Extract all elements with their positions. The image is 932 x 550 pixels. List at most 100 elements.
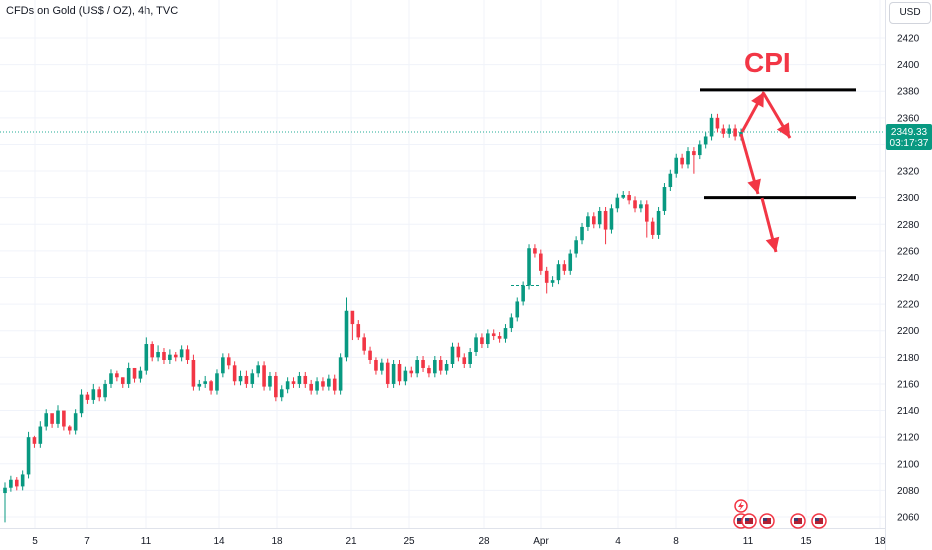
candle-body (444, 363, 449, 371)
candle-body (627, 195, 631, 201)
candle-body (203, 381, 207, 384)
candle-body (150, 344, 154, 358)
candle-body (391, 363, 396, 384)
candle-body (279, 389, 284, 398)
candle-body (550, 280, 555, 283)
y-tick-label: 2320 (897, 167, 920, 178)
candle-body (415, 359, 419, 374)
candle-body (56, 410, 60, 424)
us-flag-event-icon (759, 513, 775, 529)
candle-body (338, 357, 343, 391)
candle-body (309, 383, 313, 391)
x-tick-label: 11 (141, 536, 152, 547)
candle-body (185, 349, 190, 360)
candle-body (238, 375, 243, 382)
candle-body (26, 437, 31, 475)
candle-body (697, 144, 702, 156)
x-tick-label: 21 (345, 536, 357, 547)
candle-body (303, 375, 308, 384)
candle-body (44, 413, 49, 427)
candle-body (344, 310, 349, 358)
candle-body (438, 359, 443, 371)
candle-body (733, 128, 737, 137)
candle-body (709, 117, 714, 137)
candle-body (497, 336, 502, 339)
last-price-value: 2349.33 (891, 127, 928, 138)
candle-body (20, 474, 25, 487)
x-tick-label: 15 (800, 536, 812, 547)
candle-body (162, 352, 166, 360)
candle-body (144, 344, 149, 371)
candle-body (615, 197, 620, 209)
candle-body (680, 157, 684, 165)
event-markers[interactable] (733, 499, 827, 529)
candle-body (639, 204, 643, 209)
candle-body (433, 359, 437, 374)
candle-body (209, 381, 213, 391)
y-tick-label: 2200 (897, 326, 920, 337)
candle-body (374, 359, 378, 371)
x-tick-label: 18 (271, 536, 283, 547)
y-tick-label: 2180 (897, 353, 920, 364)
candle-body (474, 337, 478, 353)
candle-body (120, 377, 125, 384)
y-tick-label: 2140 (897, 406, 920, 417)
lightning-event-icon (734, 499, 748, 513)
candle-body (97, 389, 102, 398)
currency-selector[interactable]: USD (889, 2, 931, 24)
candle-body (79, 394, 84, 414)
candle-body (668, 173, 673, 188)
candle-body (291, 381, 296, 384)
candle-body (115, 373, 119, 378)
candle-body (509, 317, 514, 329)
candle-body (662, 187, 667, 211)
x-tick-label: 4 (615, 536, 621, 547)
candle-body (421, 359, 425, 368)
candle-body (674, 157, 679, 174)
candle-body (427, 367, 431, 374)
candle-body (409, 370, 414, 374)
candle-body (692, 151, 696, 156)
candle-body (633, 200, 637, 209)
x-tick-label: 28 (478, 536, 490, 547)
candle-body (103, 383, 107, 398)
candle-body (156, 352, 160, 358)
candle-body (232, 365, 237, 382)
candle-body (480, 337, 484, 345)
candle-body (385, 362, 390, 384)
candle-body (568, 253, 573, 271)
y-tick-label: 2060 (897, 513, 920, 524)
candle-body (527, 248, 531, 286)
candle-body (533, 248, 537, 254)
candle-body (274, 375, 278, 398)
candle-body (350, 310, 355, 325)
x-tick-label: 5 (32, 536, 38, 547)
y-tick-label: 2400 (897, 60, 920, 71)
x-tick-label: 14 (213, 536, 225, 547)
candle-body (244, 375, 249, 384)
candle-body (580, 226, 584, 241)
candle-body (191, 359, 196, 387)
candle-body (450, 346, 455, 364)
y-tick-label: 2160 (897, 379, 920, 390)
candle-body (592, 216, 596, 225)
candle-body (9, 479, 13, 488)
candle-body (644, 204, 649, 222)
candle-body (50, 413, 54, 424)
us-flag-event-icon (790, 513, 806, 529)
candle-body (380, 362, 384, 371)
candle-body (368, 350, 372, 360)
y-tick-label: 2360 (897, 113, 920, 124)
y-tick-label: 2080 (897, 486, 920, 497)
candle-body (650, 221, 655, 235)
candle-body (715, 117, 720, 129)
drawings[interactable]: CPI (700, 47, 856, 253)
candle-body (456, 346, 461, 358)
y-tick-label: 2100 (897, 459, 920, 470)
grid (0, 0, 885, 528)
arrow-down-from-support-head (765, 236, 780, 252)
y-tick-label: 2260 (897, 246, 920, 257)
y-tick-label: 2240 (897, 273, 920, 284)
